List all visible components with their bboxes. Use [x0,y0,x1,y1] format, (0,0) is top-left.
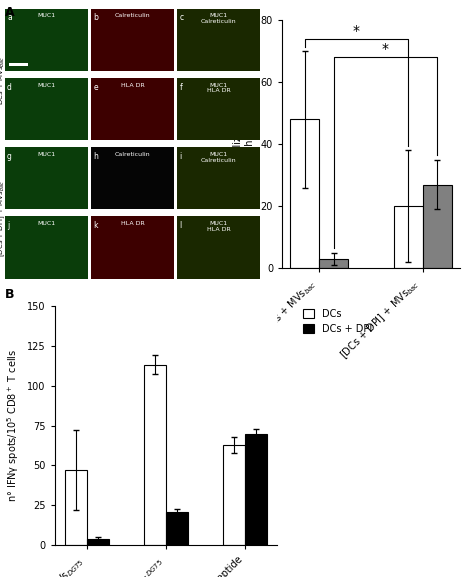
Text: d: d [7,83,12,92]
Bar [394,207,423,268]
Text: MUC1: MUC1 [37,83,55,88]
Text: HLA DR: HLA DR [120,221,145,226]
Y-axis label: n° IFNγ spots/10$^5$ CD8$^+$ T cells: n° IFNγ spots/10$^5$ CD8$^+$ T cells [6,349,21,502]
Text: a: a [7,13,12,23]
Text: MUC1
Calreticulin: MUC1 Calreticulin [201,152,237,163]
Text: b: b [93,13,98,23]
Text: MUC1: MUC1 [37,221,55,226]
Bar [423,185,452,268]
Text: HLA DR: HLA DR [120,83,145,88]
Text: MUC1
Calreticulin: MUC1 Calreticulin [201,13,237,24]
Text: [DCs + DPI] + MVs$_{bac}$: [DCs + DPI] + MVs$_{bac}$ [0,180,7,257]
Text: e: e [93,83,98,92]
Text: A: A [5,6,14,19]
Text: h: h [93,152,98,161]
Bar [87,539,109,545]
Text: Calreticulin: Calreticulin [115,152,150,157]
Text: DCs + MVs$_{bac}$: DCs + MVs$_{bac}$ [0,55,7,105]
Text: MUC1
HLA DR: MUC1 HLA DR [207,221,231,232]
Text: MUC1
HLA DR: MUC1 HLA DR [207,83,231,93]
Y-axis label: % colocalization of
MUC1 with markers: % colocalization of MUC1 with markers [234,96,255,192]
Bar [319,259,348,268]
Text: i: i [180,152,182,161]
Legend: DCs, DCs + DPI: DCs, DCs + DPI [299,305,376,338]
Text: *: * [353,24,360,38]
Text: j: j [7,221,9,230]
Text: B: B [5,288,14,302]
Bar [245,433,267,545]
Text: c: c [180,13,184,23]
Bar [64,470,87,545]
Bar [290,119,319,268]
Bar [144,365,166,545]
Text: g: g [7,152,12,161]
Bar [223,445,245,545]
Text: MUC1: MUC1 [37,152,55,157]
Text: l: l [180,221,182,230]
Text: f: f [180,83,182,92]
Bar [166,512,188,545]
Text: k: k [93,221,98,230]
Text: Calreticulin: Calreticulin [115,13,150,18]
Text: *: * [382,43,389,57]
Text: MUC1: MUC1 [37,13,55,18]
